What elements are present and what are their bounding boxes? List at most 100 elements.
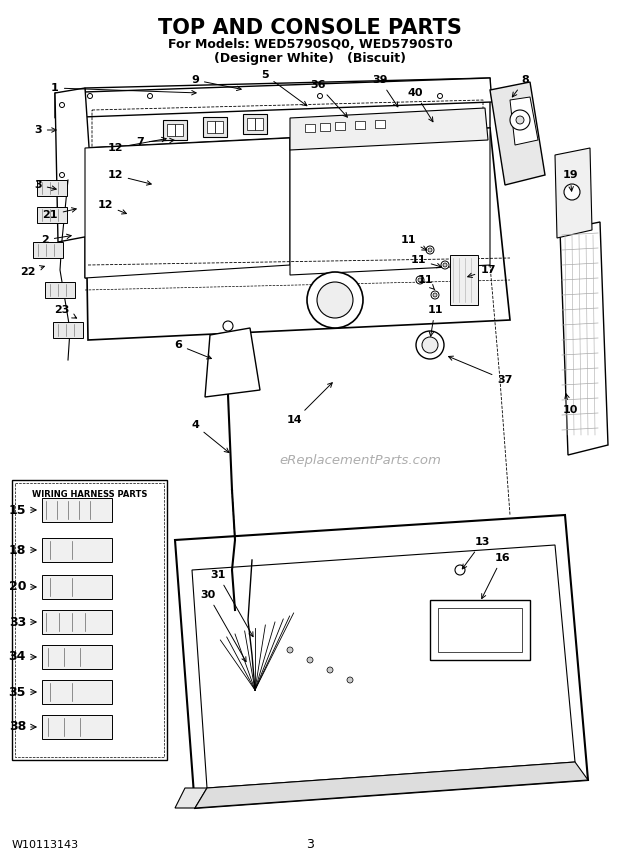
Text: 31: 31 — [210, 570, 253, 637]
Bar — [42, 538, 112, 562]
Text: 23: 23 — [55, 305, 77, 318]
Bar — [247, 118, 255, 130]
Circle shape — [148, 93, 153, 98]
Polygon shape — [55, 88, 95, 242]
Text: 3: 3 — [34, 125, 56, 135]
Bar — [42, 498, 112, 522]
Text: 34: 34 — [9, 651, 26, 663]
Polygon shape — [195, 762, 588, 808]
Circle shape — [431, 291, 439, 299]
Text: 40: 40 — [407, 88, 433, 122]
Circle shape — [317, 93, 322, 98]
Text: 17: 17 — [467, 265, 496, 277]
Circle shape — [455, 565, 465, 575]
Bar — [438, 608, 522, 652]
Text: 5: 5 — [261, 70, 307, 105]
Bar — [37, 207, 67, 223]
Circle shape — [416, 331, 444, 359]
Bar — [33, 242, 63, 258]
Text: 20: 20 — [9, 580, 26, 593]
Text: 12: 12 — [107, 170, 151, 185]
Text: 7: 7 — [136, 137, 174, 147]
Circle shape — [60, 207, 64, 212]
Bar — [320, 123, 330, 131]
Text: 10: 10 — [562, 394, 578, 415]
Text: TOP AND CONSOLE PARTS: TOP AND CONSOLE PARTS — [158, 18, 462, 38]
Bar — [42, 680, 112, 704]
Circle shape — [416, 276, 424, 284]
Bar — [243, 114, 267, 134]
Circle shape — [60, 103, 64, 108]
Bar — [37, 180, 67, 196]
Bar — [42, 610, 112, 634]
Text: 33: 33 — [9, 615, 26, 628]
Text: (Designer White)   (Biscuit): (Designer White) (Biscuit) — [214, 52, 406, 65]
Polygon shape — [290, 108, 488, 150]
Bar — [15, 483, 164, 757]
Text: eReplacementParts.com: eReplacementParts.com — [279, 454, 441, 467]
Text: 13: 13 — [463, 537, 490, 569]
Text: 35: 35 — [9, 686, 26, 698]
Bar — [42, 715, 112, 739]
Circle shape — [307, 272, 363, 328]
Text: 1: 1 — [51, 83, 196, 95]
Bar — [207, 121, 215, 133]
Text: WIRING HARNESS PARTS: WIRING HARNESS PARTS — [32, 490, 147, 499]
Text: 11: 11 — [410, 255, 441, 268]
Circle shape — [422, 337, 438, 353]
Bar — [175, 124, 183, 136]
Bar — [450, 255, 478, 305]
Polygon shape — [175, 788, 207, 808]
Text: 37: 37 — [448, 356, 513, 385]
Bar — [215, 121, 223, 133]
Text: 8: 8 — [512, 75, 529, 97]
Text: 18: 18 — [9, 544, 26, 556]
Text: W10113143: W10113143 — [12, 840, 79, 850]
Bar — [42, 575, 112, 599]
Circle shape — [307, 657, 313, 663]
Polygon shape — [560, 222, 608, 455]
Bar — [305, 124, 315, 132]
Text: 38: 38 — [9, 721, 26, 734]
Circle shape — [87, 93, 92, 98]
Bar — [45, 282, 75, 298]
Text: 3: 3 — [34, 180, 56, 190]
Text: 36: 36 — [310, 80, 347, 117]
Circle shape — [443, 263, 447, 267]
Text: 9: 9 — [191, 75, 241, 91]
Circle shape — [510, 110, 530, 130]
Text: 30: 30 — [200, 590, 246, 662]
Polygon shape — [510, 97, 538, 145]
Text: For Models: WED5790SQ0, WED5790ST0: For Models: WED5790SQ0, WED5790ST0 — [167, 38, 453, 51]
Bar — [12, 480, 167, 760]
Polygon shape — [205, 328, 260, 397]
Text: 11: 11 — [401, 235, 427, 250]
Bar — [335, 122, 345, 130]
Circle shape — [516, 116, 524, 124]
Polygon shape — [85, 128, 510, 340]
Circle shape — [287, 647, 293, 653]
Bar — [203, 117, 227, 137]
Text: 14: 14 — [287, 383, 332, 425]
Text: 12: 12 — [107, 137, 166, 153]
Text: 15: 15 — [9, 503, 26, 516]
Text: 21: 21 — [42, 208, 76, 220]
Bar — [355, 121, 365, 129]
Polygon shape — [175, 515, 588, 808]
Polygon shape — [490, 82, 545, 185]
Circle shape — [426, 246, 434, 254]
Text: 22: 22 — [20, 265, 45, 277]
Text: 4: 4 — [191, 420, 229, 453]
Text: 6: 6 — [174, 340, 211, 359]
Bar — [375, 120, 385, 128]
Polygon shape — [85, 138, 290, 278]
Bar — [430, 600, 530, 660]
Polygon shape — [290, 128, 490, 275]
Polygon shape — [55, 78, 492, 118]
Circle shape — [317, 282, 353, 318]
Circle shape — [438, 93, 443, 98]
Circle shape — [433, 293, 437, 297]
Circle shape — [327, 667, 333, 673]
Circle shape — [418, 278, 422, 282]
Bar — [255, 118, 263, 130]
